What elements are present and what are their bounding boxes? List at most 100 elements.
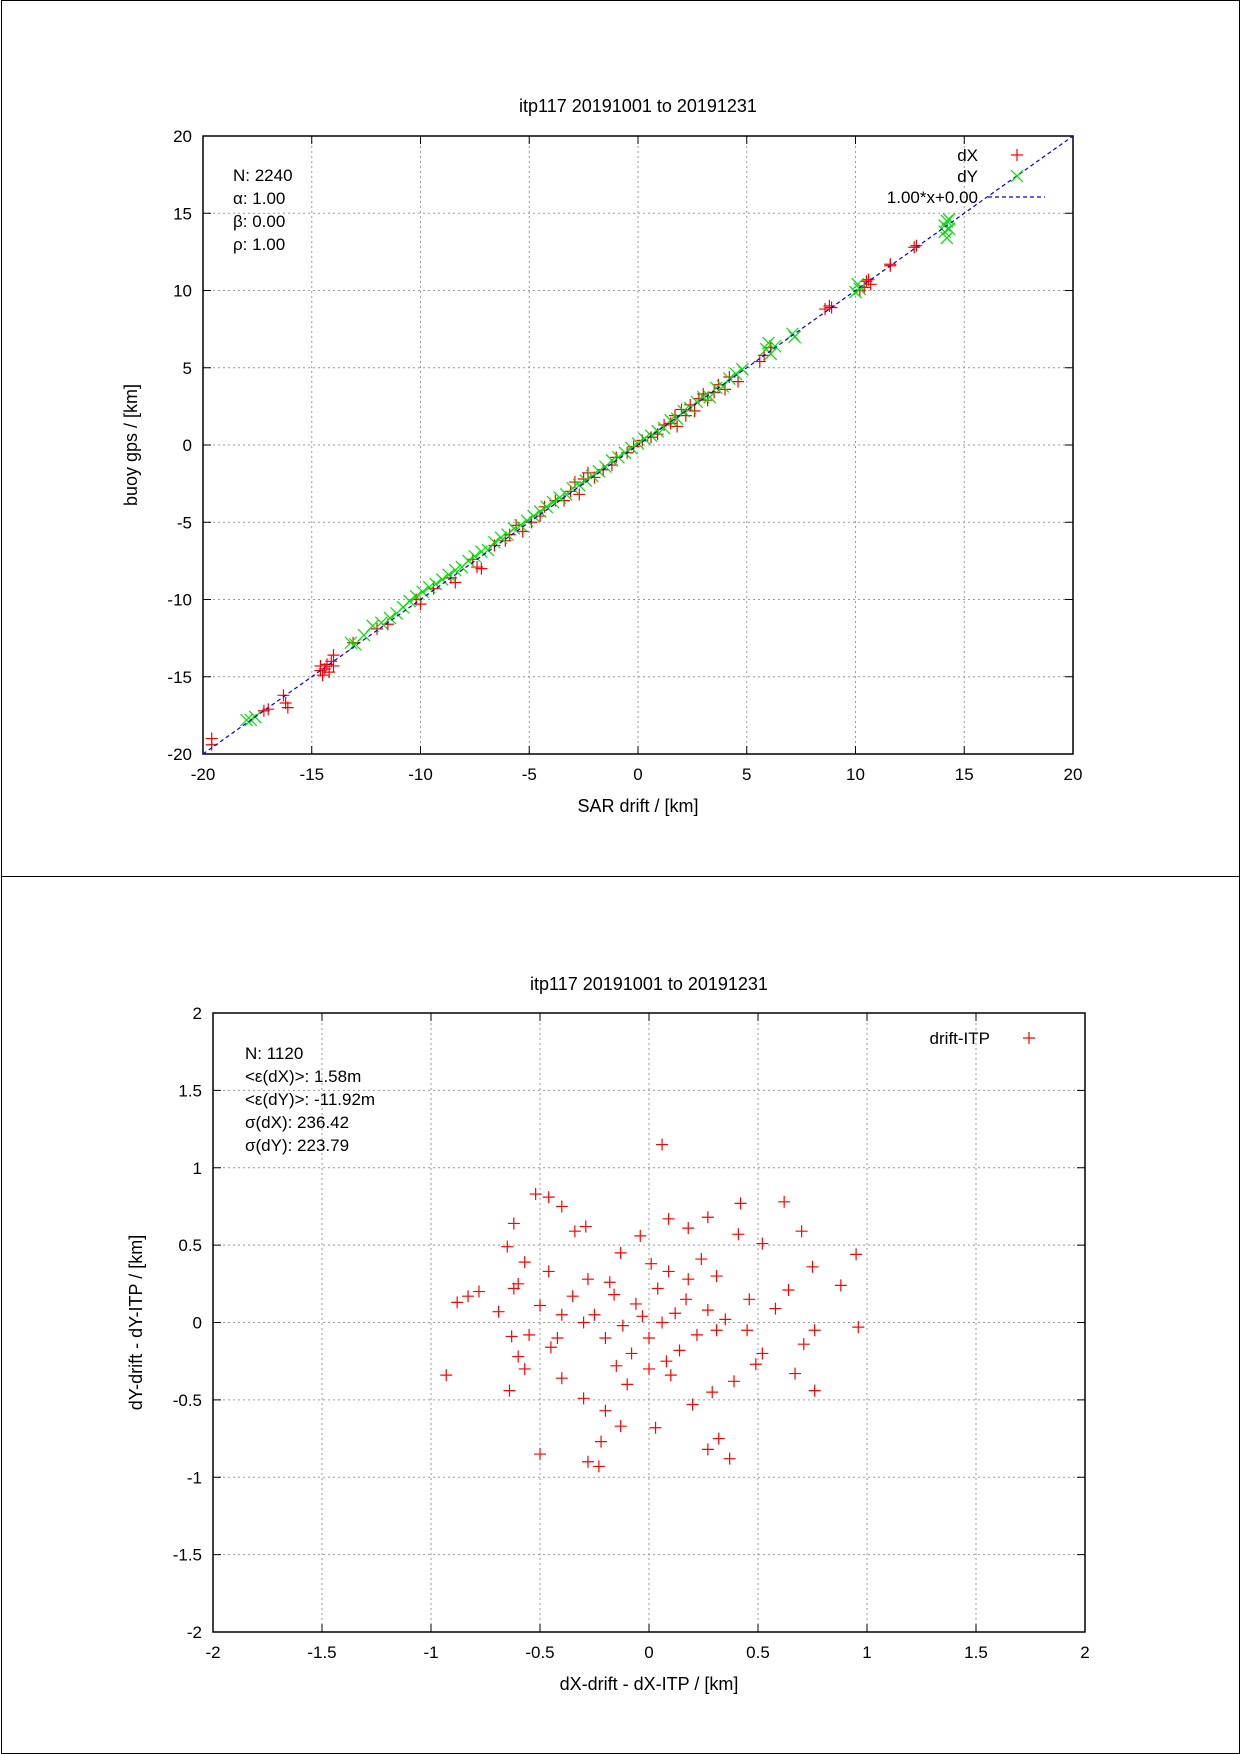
stat-line: α: 1.00 — [233, 189, 285, 208]
data-point-dx — [908, 241, 921, 254]
data-point-drift-itp — [610, 1359, 623, 1372]
data-point-drift-itp — [789, 1367, 802, 1380]
data-point-dx — [910, 239, 923, 252]
data-point-drift-itp — [542, 1265, 555, 1278]
data-point-drift-itp — [621, 1378, 634, 1391]
data-point-dx — [316, 669, 329, 682]
fit-line — [203, 136, 1073, 754]
data-point-dy — [546, 495, 560, 509]
plot-area — [202, 135, 1074, 755]
data-point-drift-itp — [566, 1290, 579, 1303]
data-point-dx — [488, 539, 501, 552]
data-point-dx — [564, 485, 577, 498]
y-tick-label: -15 — [167, 668, 192, 687]
data-point-drift-itp — [599, 1331, 612, 1344]
y-axis-label: dY-drift - dY-ITP / [km] — [126, 1235, 146, 1410]
y-tick-label: -1.5 — [173, 1546, 202, 1565]
data-point-dx — [671, 420, 684, 433]
data-point-drift-itp — [555, 1200, 568, 1213]
data-point-drift-itp — [599, 1404, 612, 1417]
data-point-dx — [753, 355, 766, 368]
x-tick-label: -20 — [191, 765, 216, 784]
data-point-dy — [853, 282, 867, 296]
x-tick-label: 0.5 — [746, 1643, 770, 1662]
data-point-dy — [788, 330, 802, 344]
data-point-drift-itp — [656, 1316, 669, 1329]
plot-area — [212, 1012, 1086, 1633]
x-tick-label: -10 — [408, 765, 433, 784]
data-point-drift-itp — [669, 1307, 682, 1320]
x-tick-label: 10 — [846, 765, 865, 784]
data-point-drift-itp — [529, 1188, 542, 1201]
data-point-dy — [735, 362, 749, 376]
data-point-drift-itp — [806, 1260, 819, 1273]
data-point-drift-itp — [756, 1347, 769, 1360]
legend-marker-sample — [1011, 149, 1023, 161]
data-point-dy — [461, 554, 475, 568]
data-point-drift-itp — [686, 1398, 699, 1411]
data-point-drift-itp — [595, 1435, 608, 1448]
data-point-dx — [325, 655, 338, 668]
data-layer — [440, 1138, 865, 1473]
data-point-drift-itp — [518, 1256, 531, 1269]
y-tick-label: 5 — [183, 359, 192, 378]
data-point-drift-itp — [701, 1211, 714, 1224]
data-point-dx — [277, 689, 290, 702]
x-tick-label: 5 — [742, 765, 751, 784]
data-point-drift-itp — [797, 1338, 810, 1351]
data-point-drift-itp — [603, 1276, 616, 1289]
data-point-dy — [540, 500, 554, 514]
data-point-drift-itp — [743, 1293, 756, 1306]
data-point-drift-itp — [634, 1229, 647, 1242]
data-point-dy — [851, 277, 865, 291]
data-point-dx — [688, 405, 701, 418]
data-point-drift-itp — [808, 1384, 821, 1397]
data-point-drift-itp — [682, 1222, 695, 1235]
x-tick-label: 20 — [1064, 765, 1083, 784]
data-point-drift-itp — [592, 1460, 605, 1473]
data-point-dx — [884, 258, 897, 271]
data-point-drift-itp — [778, 1195, 791, 1208]
x-tick-label: -15 — [299, 765, 324, 784]
data-point-dy — [442, 568, 456, 582]
data-point-dx — [719, 383, 731, 396]
y-tick-label: 0 — [183, 436, 192, 455]
data-point-drift-itp — [551, 1331, 564, 1344]
data-point-dy — [592, 464, 606, 478]
y-tick-label: -2 — [187, 1623, 202, 1642]
data-point-dx — [862, 273, 875, 286]
data-point-drift-itp — [544, 1341, 557, 1354]
data-point-dx — [503, 528, 516, 541]
data-point-drift-itp — [673, 1344, 686, 1357]
data-point-drift-itp — [507, 1217, 520, 1230]
legend-label: dX — [957, 146, 978, 165]
data-point-drift-itp — [492, 1305, 505, 1318]
chart-2: -2 -1.5 -1 -0.5 0 0.5 1 1.5 2 -2 -1.5 -1 -0.5 0 0.5 1 1.… — [126, 974, 1090, 1694]
stat-line: β: 0.00 — [233, 212, 285, 231]
data-point-drift-itp — [734, 1197, 747, 1210]
data-point-drift-itp — [808, 1324, 821, 1337]
data-point-drift-itp — [629, 1297, 642, 1310]
data-point-drift-itp — [756, 1237, 769, 1250]
chart-1: -20 -15 -10 -5 0 5 10 15 20 -20 -15 -10 -5 0 5 10 15 20 it… — [121, 96, 1082, 816]
data-point-dy — [416, 585, 430, 599]
data-point-dy — [507, 522, 521, 535]
data-point-dy — [409, 589, 423, 603]
x-tick-label: -1.5 — [307, 1643, 336, 1662]
x-tick-label: 1.5 — [964, 1643, 988, 1662]
data-point-drift-itp — [701, 1443, 714, 1456]
data-point-drift-itp — [710, 1324, 723, 1337]
data-point-dy — [494, 531, 508, 545]
data-point-drift-itp — [852, 1321, 865, 1334]
data-point-drift-itp — [850, 1248, 863, 1261]
data-point-drift-itp — [636, 1310, 649, 1323]
data-point-dx — [651, 428, 664, 441]
data-point-drift-itp — [682, 1273, 695, 1286]
data-point-drift-itp — [662, 1265, 675, 1278]
data-point-drift-itp — [769, 1302, 782, 1315]
data-point-drift-itp — [577, 1316, 590, 1329]
data-point-drift-itp — [643, 1331, 655, 1344]
data-point-dx — [327, 649, 340, 662]
data-point-drift-itp — [723, 1452, 736, 1465]
data-point-drift-itp — [501, 1240, 514, 1253]
